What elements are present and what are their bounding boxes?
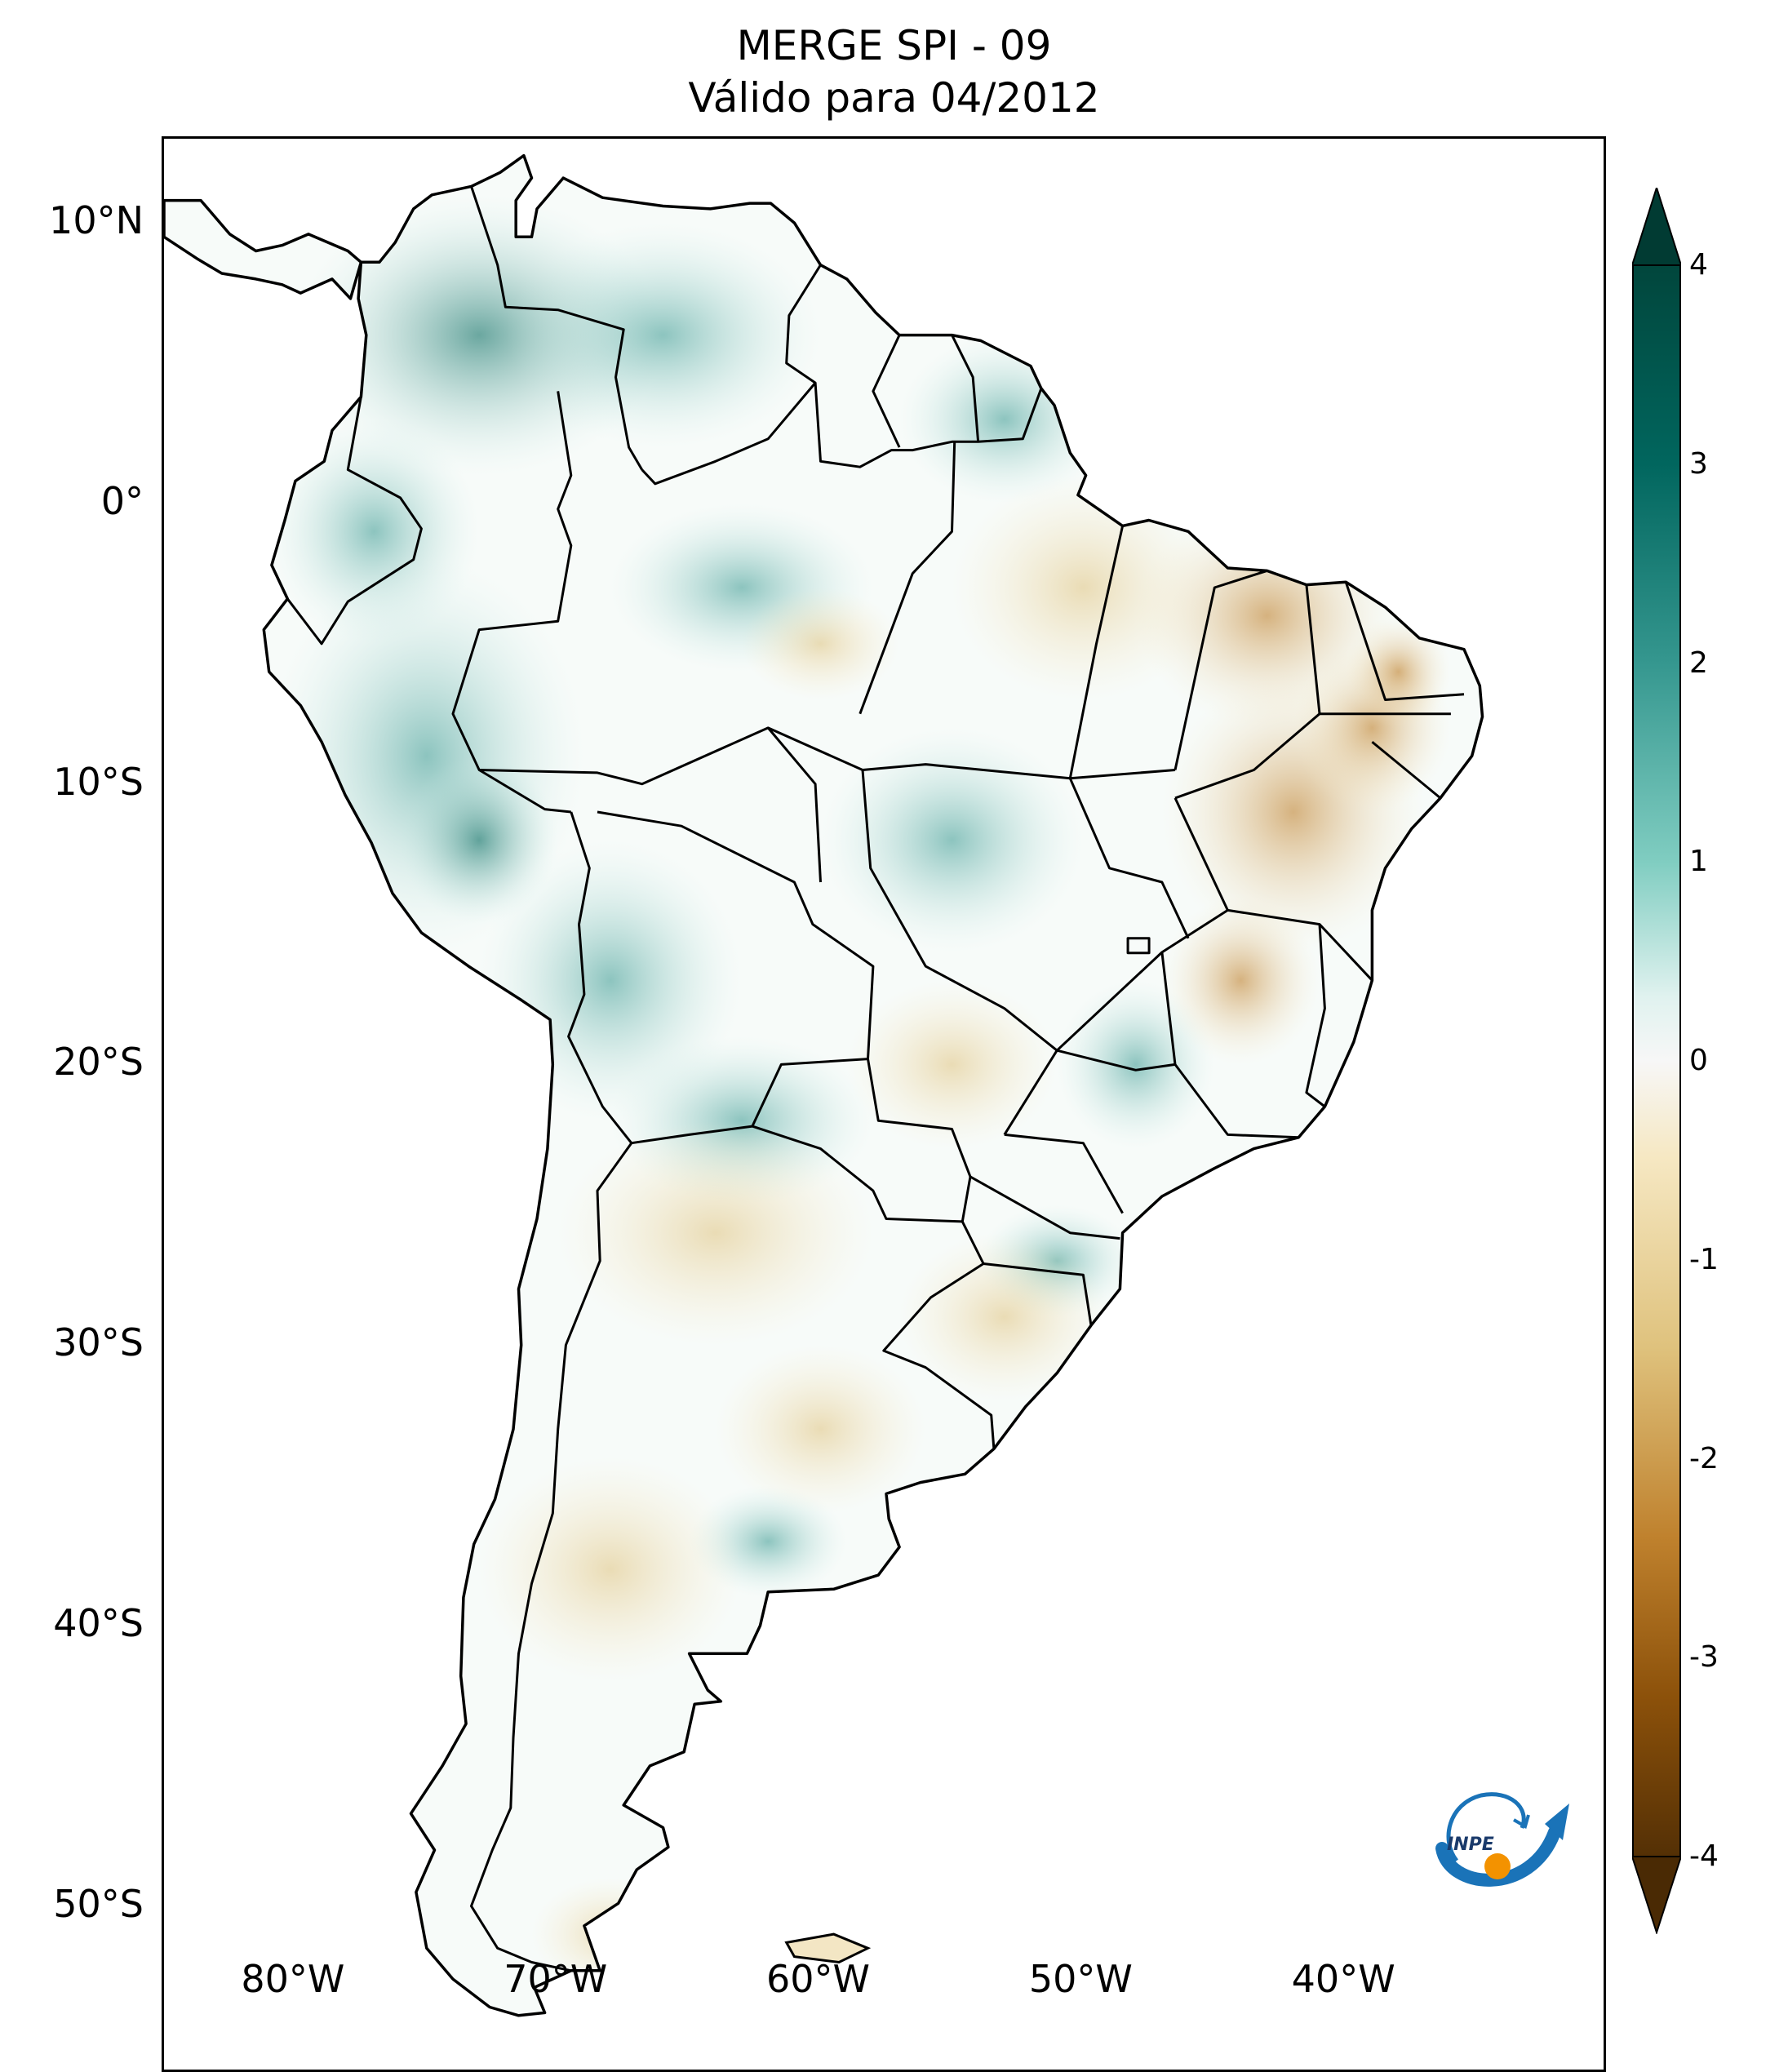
border-line bbox=[1344, 581, 1465, 701]
map-canvas bbox=[164, 153, 1484, 2017]
border-line bbox=[1174, 584, 1321, 800]
border-line bbox=[969, 1175, 1120, 1240]
colorbar-tick-label: -4 bbox=[1689, 1839, 1719, 1873]
longitude-tick-label: 40°W bbox=[1291, 1957, 1395, 2001]
anomaly-region bbox=[1161, 896, 1320, 1065]
falkland-islands bbox=[784, 1932, 872, 1964]
colorbar-tick-label: -2 bbox=[1689, 1441, 1719, 1475]
border-line bbox=[859, 441, 956, 715]
border-line bbox=[641, 382, 817, 486]
latitude-tick-label: 0° bbox=[100, 478, 144, 523]
latitude-tick-label: 30°S bbox=[53, 1320, 144, 1365]
latitude-tick-label: 20°S bbox=[53, 1040, 144, 1085]
colorbar-tick-label: -3 bbox=[1689, 1640, 1719, 1675]
colorbar-tick-label: 3 bbox=[1689, 446, 1708, 481]
chart-title: MERGE SPI - 09 bbox=[736, 22, 1052, 69]
anomaly-region bbox=[899, 1232, 1110, 1401]
border-line bbox=[951, 334, 980, 442]
colorbar-tick-label: 4 bbox=[1689, 248, 1708, 282]
political-borders bbox=[286, 185, 1465, 1972]
anomaly-region bbox=[479, 1457, 742, 1682]
anomaly-region bbox=[846, 980, 1058, 1149]
border-line bbox=[1068, 778, 1190, 939]
border-line bbox=[1004, 1133, 1124, 1214]
border-line bbox=[1160, 952, 1299, 1139]
inpe-logo: INPE bbox=[1435, 1792, 1569, 1887]
border-line bbox=[1056, 1049, 1176, 1071]
border-line bbox=[567, 810, 875, 1145]
colorbar bbox=[1632, 188, 1681, 1934]
colorbar-tick-label: 0 bbox=[1689, 1044, 1708, 1077]
colorbar-tick-label: -1 bbox=[1689, 1242, 1719, 1276]
anomaly-region bbox=[820, 727, 1084, 952]
longitude-tick-label: 80°W bbox=[241, 1957, 345, 2001]
longitude-tick-label: 60°W bbox=[766, 1957, 871, 2001]
anomaly-region bbox=[715, 1345, 926, 1514]
border-line bbox=[451, 391, 573, 814]
latitude-tick-label: 10°S bbox=[53, 759, 144, 804]
colorbar-tick-label: 2 bbox=[1689, 646, 1708, 680]
border-line bbox=[479, 726, 1176, 786]
border-line bbox=[470, 185, 643, 471]
border-line bbox=[1174, 569, 1268, 770]
anomaly-region bbox=[952, 475, 1215, 700]
border-line bbox=[470, 1142, 633, 1972]
border-line bbox=[767, 726, 822, 883]
anomaly-region bbox=[742, 588, 900, 700]
border-line bbox=[1371, 740, 1441, 800]
longitude-tick-label: 50°W bbox=[1028, 1957, 1133, 2001]
colorbar-gradient bbox=[1632, 264, 1681, 1857]
spi-anomaly-field bbox=[268, 194, 1451, 1990]
border-line bbox=[1305, 924, 1326, 1108]
latitude-tick-label: 40°S bbox=[53, 1600, 144, 1645]
border-line bbox=[1174, 797, 1373, 982]
border-line bbox=[861, 770, 1058, 1052]
latitude-tick-label: 50°S bbox=[53, 1881, 144, 1926]
chart-subtitle: Válido para 04/2012 bbox=[688, 74, 1100, 122]
south-america-landmass bbox=[164, 153, 1484, 2017]
border-line bbox=[286, 397, 423, 646]
colorbar-extend-max bbox=[1632, 188, 1681, 266]
colorbar-extend-min bbox=[1632, 1856, 1681, 1934]
border-line bbox=[1003, 909, 1229, 1136]
latitude-tick-label: 10°N bbox=[49, 198, 144, 243]
border-line bbox=[1068, 526, 1125, 779]
border-line bbox=[785, 264, 1043, 468]
longitude-tick-label: 70°W bbox=[504, 1957, 608, 2001]
border-line bbox=[983, 1262, 1093, 1326]
colorbar-tick-label: 1 bbox=[1689, 845, 1708, 879]
island bbox=[784, 1932, 872, 1964]
anomaly-region bbox=[557, 1120, 873, 1346]
border-line bbox=[1126, 937, 1151, 955]
map-frame bbox=[162, 136, 1606, 2072]
svg-text:INPE: INPE bbox=[1447, 1835, 1494, 1855]
anomaly-region bbox=[505, 223, 821, 448]
anomaly-region bbox=[1346, 615, 1451, 728]
border-line bbox=[872, 334, 901, 448]
